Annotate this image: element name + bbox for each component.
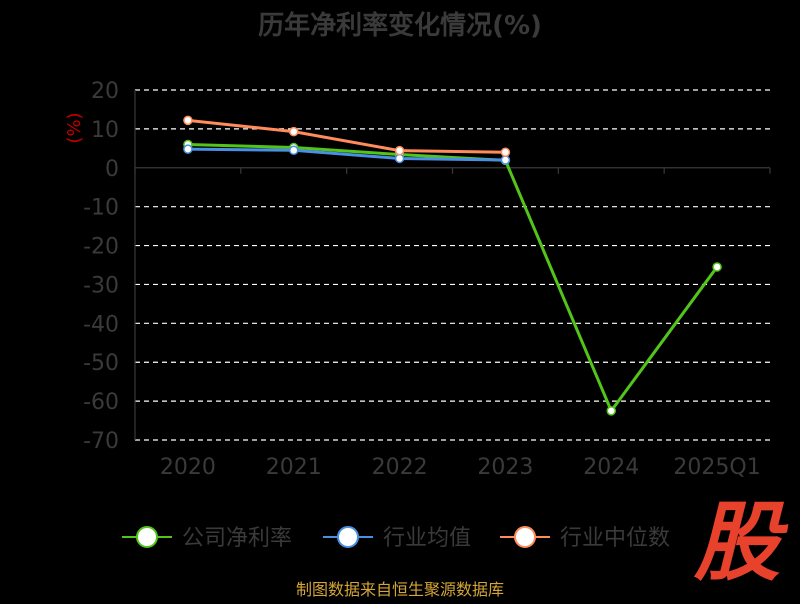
y-tick-label: -60 (83, 390, 119, 415)
legend-label-industry-avg: 行业均值 (383, 526, 471, 551)
data-point[interactable] (606, 406, 616, 416)
legend-item-industry-avg[interactable]: 行业均值 (323, 526, 471, 551)
series-line-1 (187, 147, 506, 162)
y-tick-label: -40 (83, 312, 119, 337)
data-point[interactable] (183, 115, 193, 126)
data-point[interactable] (500, 155, 511, 165)
x-tick-label: 2025Q1 (673, 455, 760, 480)
logo-mark: 股 (693, 493, 789, 593)
chart-title: 历年净利率变化情况(%) (258, 10, 542, 41)
y-tick-label: -10 (83, 196, 119, 221)
y-tick-label: -70 (83, 429, 119, 454)
legend-label-company: 公司净利率 (182, 526, 292, 551)
y-tick-label: 10 (91, 118, 119, 143)
legend-item-company[interactable]: 公司净利率 (122, 526, 292, 551)
data-point[interactable] (394, 153, 405, 164)
series-line-0 (187, 142, 719, 414)
data-point[interactable] (183, 144, 193, 154)
data-point[interactable] (500, 147, 511, 157)
x-tick-label: 2023 (477, 455, 533, 480)
data-point[interactable] (712, 262, 722, 272)
x-tick-label: 2021 (266, 455, 322, 480)
y-tick-label: -50 (83, 351, 119, 376)
source-note: 制图数据来自恒生聚源数据库 (296, 580, 504, 599)
y-axis-label: (%) (64, 112, 85, 143)
x-tick-label: 2022 (372, 455, 428, 480)
legend-label-industry-median: 行业中位数 (560, 526, 670, 551)
y-tick-label: -30 (83, 273, 119, 298)
y-tick-label: -20 (83, 235, 119, 260)
x-tick-label: 2020 (160, 455, 216, 480)
legend: 公司净利率 行业均值 行业中位数 (122, 526, 670, 551)
legend-item-industry-median[interactable]: 行业中位数 (500, 526, 670, 551)
data-point[interactable] (289, 145, 299, 156)
data-point[interactable] (289, 126, 299, 137)
series-line-2 (187, 118, 506, 154)
y-tick-label: 0 (105, 157, 119, 182)
data-point[interactable] (394, 145, 405, 156)
x-tick-label: 2024 (583, 455, 639, 480)
y-tick-label: 20 (91, 79, 119, 104)
plot-area: 20 10 0 -10 -20 -30 -40 -50 -60 -70 2020 2021 2022 20… (83, 79, 771, 480)
